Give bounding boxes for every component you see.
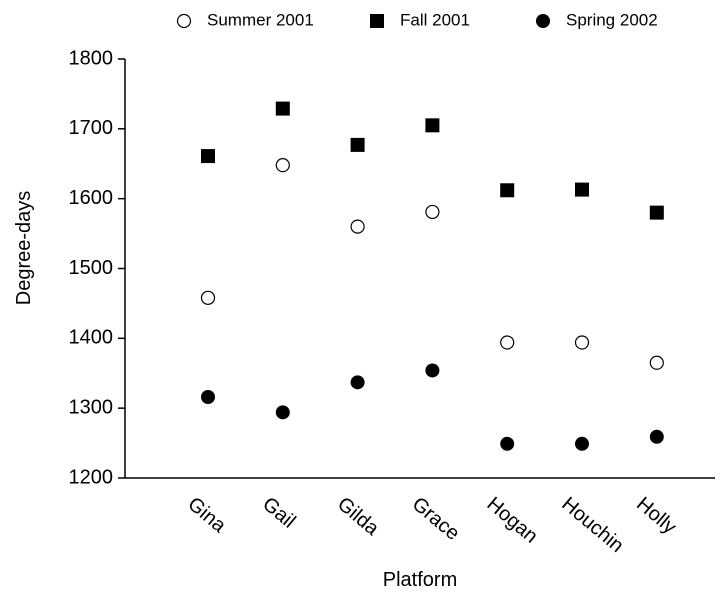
- y-tick-label: 1700: [69, 117, 114, 139]
- x-tick-label: Gilda: [333, 493, 384, 540]
- y-axis-label: Degree-days: [13, 191, 35, 306]
- marker: [575, 436, 589, 451]
- marker: [500, 183, 515, 198]
- marker: [574, 335, 590, 350]
- x-tick-label: Grace: [408, 493, 464, 545]
- y-tick-label: 1200: [69, 466, 114, 488]
- x-tick-label: Gina: [183, 493, 230, 538]
- x-tick-label: Gail: [258, 493, 299, 533]
- marker: [350, 137, 365, 152]
- x-tick-label: Houchin: [557, 493, 627, 557]
- x-tick-label: Hogan: [483, 493, 542, 548]
- legend-label: Fall 2001: [400, 10, 470, 29]
- marker: [575, 182, 589, 197]
- marker: [425, 363, 440, 378]
- marker: [275, 101, 290, 116]
- x-tick-label: Holly: [632, 493, 680, 538]
- y-tick-label: 1800: [69, 47, 114, 69]
- marker: [200, 290, 216, 305]
- legend-marker: [370, 14, 384, 28]
- y-tick-label: 1300: [69, 396, 114, 418]
- y-tick-label: 1400: [69, 327, 114, 349]
- marker: [500, 335, 515, 350]
- y-tick-label: 1500: [69, 257, 114, 279]
- marker: [425, 204, 440, 220]
- y-tick-label: 1600: [69, 187, 114, 209]
- marker: [350, 375, 365, 390]
- marker: [201, 389, 215, 404]
- marker: [649, 429, 664, 444]
- marker: [500, 436, 515, 451]
- marker: [275, 158, 290, 173]
- legend-label: Spring 2002: [566, 10, 658, 29]
- legend-marker: [176, 13, 192, 29]
- legend-marker: [536, 14, 550, 28]
- marker: [275, 405, 290, 420]
- marker: [201, 149, 215, 164]
- marker: [649, 355, 664, 370]
- marker: [425, 118, 440, 133]
- legend-label: Summer 2001: [207, 10, 314, 29]
- x-axis-label: Platform: [383, 569, 457, 591]
- marker: [350, 219, 365, 234]
- marker: [649, 205, 664, 220]
